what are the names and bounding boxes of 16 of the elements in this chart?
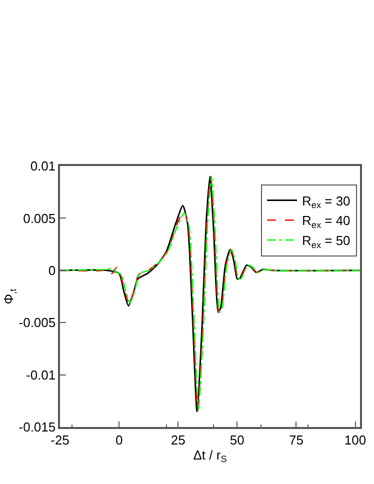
- x-tick-label: 0: [115, 432, 123, 448]
- x-tick-label: -25: [50, 432, 70, 448]
- x-tick-label: 75: [288, 432, 304, 448]
- y-tick-label: 0.01: [30, 158, 56, 174]
- x-axis-title: Δt / r$_{S}$: [193, 447, 227, 464]
- legend-label: R$_{ex}$ = 40: [302, 213, 350, 230]
- y-tick-label: 0.005: [23, 210, 56, 226]
- legend-label: R$_{ex}$ = 50: [302, 233, 350, 250]
- y-tick-label: -0.01: [26, 367, 56, 382]
- y-tick-label: -0.015: [18, 420, 56, 435]
- x-tick-label: 50: [230, 432, 244, 448]
- x-tick-label: 25: [170, 432, 186, 448]
- legend-label: R$_{ex}$ = 30: [302, 193, 350, 210]
- x-tick-label: 100: [344, 432, 366, 448]
- y-tick-label: -0.005: [18, 315, 56, 330]
- y-tick-label: 0: [48, 262, 56, 278]
